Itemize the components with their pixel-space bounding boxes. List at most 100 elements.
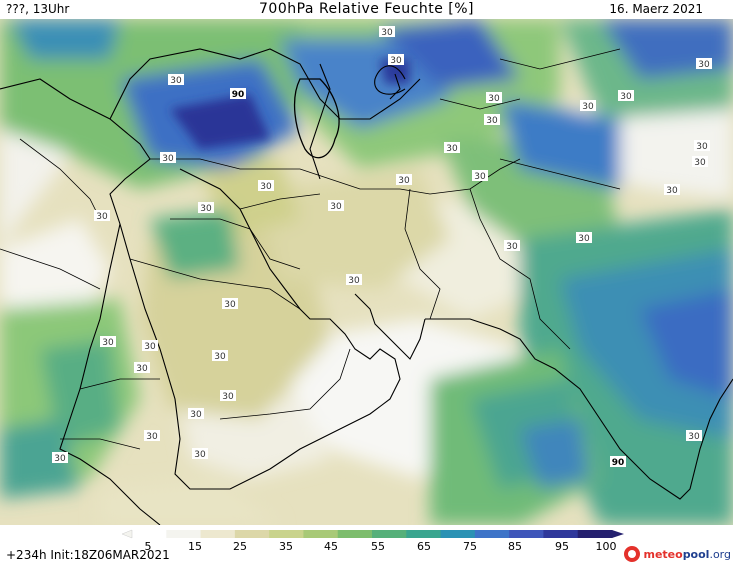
colorbar-tick-label: 95 [555, 540, 569, 553]
svg-text:30: 30 [170, 76, 182, 86]
contour-label: 30 [100, 336, 116, 348]
colorbar-tick-label: 35 [279, 540, 293, 553]
contour-label: 30 [379, 26, 395, 38]
borders [0, 48, 621, 450]
contour-label: 30 [220, 390, 236, 402]
svg-text:30: 30 [446, 144, 458, 154]
svg-text:30: 30 [348, 276, 360, 286]
colorbar-tick-label: 100 [596, 540, 617, 553]
contour-label: 30 [222, 298, 238, 310]
contour-labels: 30 30 30 30 30 30 30 30 30 30 30 30 30 30 30 30 30 30 30 30… [52, 26, 712, 468]
contour-label: 30 [484, 114, 500, 126]
contour-label: 30 [192, 448, 208, 460]
svg-text:30: 30 [214, 352, 226, 362]
svg-text:30: 30 [144, 342, 156, 352]
contour-label: 30 [444, 142, 460, 154]
contour-label: 30 [692, 156, 708, 168]
svg-text:30: 30 [102, 338, 114, 348]
humidity-map: 30 30 30 30 30 30 30 30 30 30 30 30 30 30 30 30 30 30 30 30… [0, 19, 733, 525]
contour-label: 30 [686, 430, 702, 442]
meteopool-logo-icon [624, 546, 641, 562]
map-title: 700hPa Relative Feuchte [%] [259, 1, 474, 17]
svg-text:30: 30 [696, 142, 708, 152]
colorbar: 5 15 25 35 45 55 65 75 85 95 100 +234h Init:18Z06M… [0, 526, 733, 566]
colorbar-swatch [132, 530, 167, 538]
contour-label: 30 [198, 202, 214, 214]
colorbar-swatch [440, 530, 476, 538]
meteopool-logo[interactable]: meteopool.org [624, 545, 731, 563]
svg-text:30: 30 [54, 454, 66, 464]
contour-label: 30 [696, 58, 712, 70]
svg-text:30: 30 [486, 116, 498, 126]
svg-text:30: 30 [260, 182, 272, 192]
colorbar-min-arrow [121, 529, 133, 539]
coastlines [0, 48, 733, 525]
meteopool-logo-text: meteopool.org [643, 547, 731, 561]
colorbar-tick-label: 25 [233, 540, 247, 553]
contour-label: 30 [396, 174, 412, 186]
humidity-field [0, 19, 733, 525]
contour-label: 30 [94, 210, 110, 222]
svg-text:30: 30 [330, 202, 342, 212]
contour-label: 30 [212, 350, 228, 362]
colorbar-tick-label: 85 [508, 540, 522, 553]
svg-text:30: 30 [578, 234, 590, 244]
colorbar-swatch [200, 530, 236, 538]
colorbar-swatch [372, 530, 407, 538]
contour-label: 30 [52, 452, 68, 464]
svg-text:30: 30 [190, 410, 202, 420]
svg-text:30: 30 [398, 176, 410, 186]
svg-text:30: 30 [96, 212, 108, 222]
colorbar-tick-label: 55 [371, 540, 385, 553]
colorbar-swatch [303, 530, 339, 538]
contour-label: 30 [486, 92, 502, 104]
contour-label: 30 [134, 362, 150, 374]
contour-label: 30 [618, 90, 634, 102]
contour-label: 30 [580, 100, 596, 112]
contour-label: 30 [328, 200, 344, 212]
svg-text:30: 30 [162, 154, 174, 164]
svg-text:30: 30 [381, 28, 393, 38]
init-time-label: +234h Init:18Z06MAR2021 [6, 548, 170, 562]
colorbar-tick-label: 75 [463, 540, 477, 553]
svg-text:30: 30 [620, 92, 632, 102]
contour-label: 30 [168, 74, 184, 86]
colorbar-swatch [269, 530, 304, 538]
colorbar-swatch [474, 530, 510, 538]
contour-label: 30 [388, 54, 404, 66]
valid-date-label: 16. Maerz 2021 [609, 2, 703, 16]
colorbar-swatch [337, 530, 373, 538]
svg-text:30: 30 [698, 60, 710, 70]
colorbar-swatch [406, 530, 442, 538]
svg-text:90: 90 [232, 90, 245, 100]
colorbar-tick-label: 5 [145, 540, 152, 553]
colorbar-swatch [577, 530, 613, 538]
contour-label: 30 [504, 240, 520, 252]
colorbar-swatch [166, 530, 202, 538]
colorbar-swatch [509, 530, 544, 538]
svg-text:30: 30 [146, 432, 158, 442]
colorbar-swatch [234, 530, 270, 538]
contour-label: 30 [142, 340, 158, 352]
colorbar-swatches [121, 529, 624, 539]
contour-label: 30 [258, 180, 274, 192]
svg-text:30: 30 [666, 186, 678, 196]
svg-text:30: 30 [694, 158, 706, 168]
contour-label: 30 [472, 170, 488, 182]
contour-label: 30 [346, 274, 362, 286]
svg-text:30: 30 [474, 172, 486, 182]
contour-label: 90 [610, 456, 626, 468]
colorbar-max-arrow [612, 530, 624, 538]
svg-text:90: 90 [612, 458, 625, 468]
contour-label: 30 [664, 184, 680, 196]
colorbar-tick-label: 15 [188, 540, 202, 553]
svg-text:30: 30 [390, 56, 402, 66]
svg-text:30: 30 [194, 450, 206, 460]
contour-label: 30 [144, 430, 160, 442]
svg-text:30: 30 [222, 392, 234, 402]
svg-text:30: 30 [582, 102, 594, 112]
valid-time-label: ???, 13Uhr [6, 2, 70, 16]
contour-label: 90 [230, 88, 246, 100]
contour-label: 30 [188, 408, 204, 420]
svg-text:30: 30 [688, 432, 700, 442]
